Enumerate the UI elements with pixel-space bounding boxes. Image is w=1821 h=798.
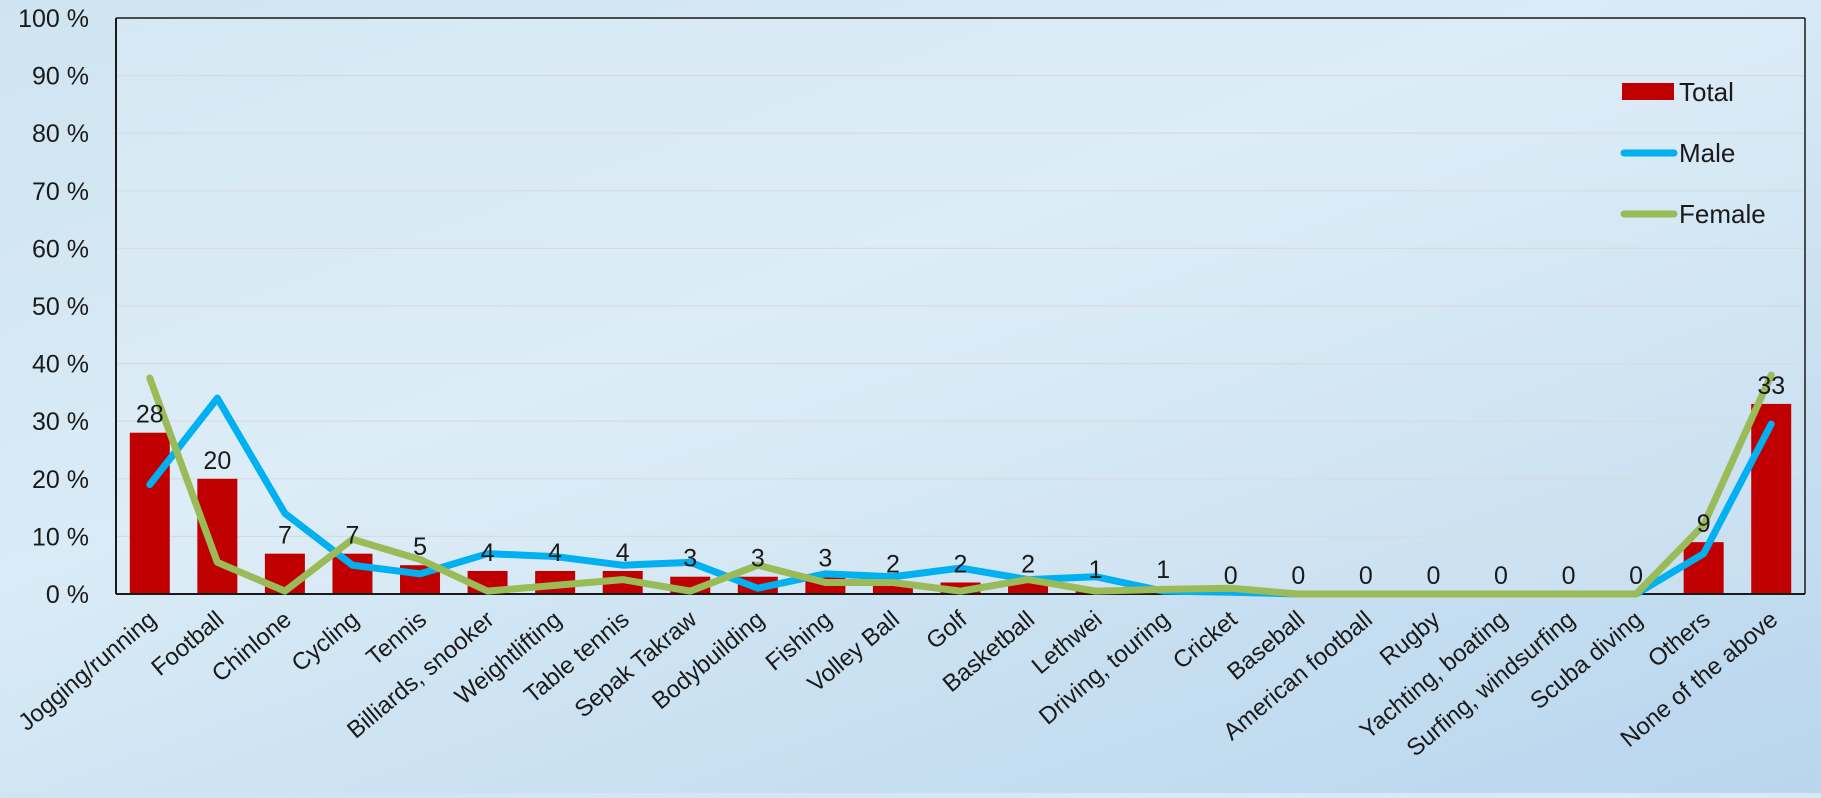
y-tick-label: 40 % bbox=[32, 351, 89, 379]
y-tick-label: 10 % bbox=[32, 523, 89, 551]
data-label: 0 bbox=[1562, 562, 1576, 590]
data-label: 0 bbox=[1426, 562, 1440, 590]
data-label: 28 bbox=[136, 401, 164, 429]
y-tick-label: 80 % bbox=[32, 120, 89, 148]
data-label: 2 bbox=[1021, 550, 1035, 578]
data-label: 0 bbox=[1224, 562, 1238, 590]
series-line-female bbox=[146, 371, 1775, 598]
data-label: 4 bbox=[548, 539, 562, 567]
data-label: 33 bbox=[1757, 372, 1785, 400]
data-label: 3 bbox=[683, 545, 697, 573]
data-label: 0 bbox=[1359, 562, 1373, 590]
data-label: 3 bbox=[751, 545, 765, 573]
data-label: 2 bbox=[886, 550, 900, 578]
data-label: 7 bbox=[346, 522, 360, 550]
x-tick-label: Cycling bbox=[287, 606, 365, 677]
x-tick-label: Golf bbox=[921, 606, 972, 655]
bar bbox=[872, 582, 913, 594]
y-tick-label: 70 % bbox=[32, 178, 89, 206]
data-label: 4 bbox=[481, 539, 495, 567]
data-label: 1 bbox=[1156, 556, 1170, 584]
bar bbox=[129, 432, 170, 594]
legend-label: Total bbox=[1679, 77, 1734, 107]
y-tick-label: 30 % bbox=[32, 408, 89, 436]
bar bbox=[332, 553, 373, 594]
y-tick-label: 50 % bbox=[32, 293, 89, 321]
y-tick-label: 100 % bbox=[18, 5, 89, 33]
y-tick-label: 90 % bbox=[32, 63, 89, 91]
y-tick-label: 0 % bbox=[46, 581, 89, 609]
legend-label: Female bbox=[1679, 199, 1766, 229]
y-tick-label: 60 % bbox=[32, 235, 89, 263]
data-label: 0 bbox=[1629, 562, 1643, 590]
data-label: 5 bbox=[413, 533, 427, 561]
bar bbox=[197, 478, 238, 594]
data-label: 9 bbox=[1697, 510, 1711, 538]
legend-label: Male bbox=[1679, 138, 1735, 168]
legend-swatch-total bbox=[1622, 83, 1674, 100]
data-label: 3 bbox=[818, 545, 832, 573]
bar bbox=[1751, 403, 1792, 594]
bar bbox=[1008, 582, 1049, 594]
y-tick-label: 20 % bbox=[32, 466, 89, 494]
data-label: 4 bbox=[616, 539, 630, 567]
data-label: 7 bbox=[278, 522, 292, 550]
data-label: 0 bbox=[1494, 562, 1508, 590]
data-label: 20 bbox=[203, 447, 231, 475]
x-tick-label: Jogging/running bbox=[13, 606, 161, 736]
data-label: 0 bbox=[1291, 562, 1305, 590]
data-label: 1 bbox=[1089, 556, 1103, 584]
data-label: 2 bbox=[954, 550, 968, 578]
